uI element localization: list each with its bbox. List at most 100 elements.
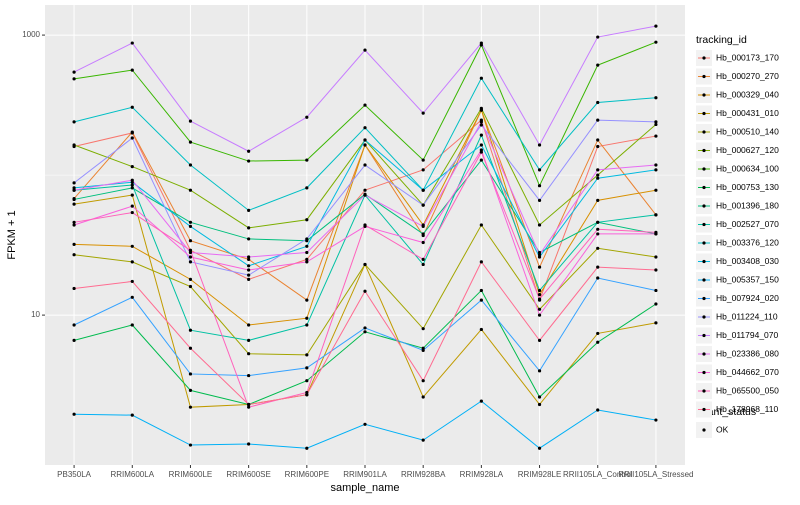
data-point bbox=[596, 63, 600, 67]
data-point bbox=[247, 226, 251, 230]
data-point bbox=[421, 438, 425, 442]
data-point bbox=[305, 298, 309, 302]
data-point bbox=[596, 100, 600, 105]
legend-label: Hb_178968_110 bbox=[716, 404, 779, 414]
data-point bbox=[479, 288, 483, 293]
data-point bbox=[72, 188, 76, 192]
data-point bbox=[654, 268, 658, 272]
data-point bbox=[188, 224, 193, 229]
data-point bbox=[421, 327, 425, 331]
y-tick-label: 1000 bbox=[22, 30, 40, 39]
data-point bbox=[596, 232, 600, 236]
data-point bbox=[305, 316, 309, 320]
data-point bbox=[537, 293, 542, 297]
legend-label: Hb_044662_070 bbox=[716, 367, 779, 377]
legend-label: Hb_000634_100 bbox=[716, 163, 779, 173]
legend-point bbox=[702, 407, 706, 412]
data-point bbox=[537, 402, 542, 407]
data-point bbox=[596, 118, 600, 122]
legend-point bbox=[702, 130, 706, 134]
data-point bbox=[363, 422, 367, 426]
data-point bbox=[654, 213, 658, 217]
data-point bbox=[305, 244, 309, 248]
y-tick-label: 10 bbox=[31, 310, 40, 319]
data-point bbox=[130, 260, 134, 264]
data-point bbox=[363, 262, 367, 267]
data-point bbox=[596, 138, 600, 142]
legend-point bbox=[702, 241, 706, 245]
legend-point bbox=[702, 204, 706, 208]
legend-point bbox=[702, 148, 706, 153]
data-point bbox=[247, 208, 251, 212]
data-point bbox=[421, 379, 425, 383]
data-point bbox=[188, 277, 193, 281]
data-point bbox=[72, 143, 76, 147]
data-point bbox=[537, 297, 542, 301]
legend-label: Hb_002527_070 bbox=[716, 219, 779, 229]
data-point bbox=[188, 260, 193, 264]
data-point bbox=[537, 307, 542, 311]
data-point bbox=[305, 186, 309, 190]
legend-label: Hb_000753_130 bbox=[716, 182, 779, 192]
legend-label: Hb_000173_170 bbox=[716, 52, 779, 62]
data-point bbox=[537, 223, 542, 227]
data-point bbox=[537, 395, 542, 399]
data-point bbox=[479, 150, 483, 154]
data-point bbox=[596, 340, 600, 344]
legend-point bbox=[702, 185, 706, 190]
x-tick-label: RRIM600LE bbox=[169, 470, 213, 479]
data-point bbox=[537, 184, 542, 188]
data-point bbox=[305, 323, 309, 327]
data-point bbox=[305, 366, 309, 370]
data-point bbox=[654, 418, 658, 422]
data-point bbox=[72, 120, 76, 124]
data-point bbox=[130, 244, 134, 248]
data-point bbox=[537, 313, 542, 317]
data-point bbox=[654, 134, 658, 138]
y-axis-title: FPKM + 1 bbox=[6, 210, 18, 259]
data-point bbox=[363, 48, 367, 52]
data-point bbox=[247, 268, 251, 272]
data-point bbox=[596, 176, 600, 180]
data-point bbox=[305, 218, 309, 222]
legend-label: Hb_011794_070 bbox=[716, 330, 779, 340]
data-point bbox=[130, 279, 134, 284]
legend-point bbox=[702, 167, 706, 171]
data-point bbox=[479, 143, 483, 147]
legend-label: Hb_000627_120 bbox=[716, 145, 779, 155]
data-point bbox=[421, 240, 425, 245]
data-point bbox=[247, 273, 251, 277]
data-point bbox=[537, 255, 542, 259]
data-point bbox=[596, 276, 600, 280]
data-point bbox=[363, 163, 367, 167]
data-point bbox=[596, 35, 600, 39]
data-point bbox=[363, 330, 367, 334]
data-point bbox=[654, 122, 658, 127]
data-point bbox=[654, 321, 658, 325]
data-point bbox=[247, 402, 251, 407]
data-point bbox=[72, 197, 76, 202]
data-point bbox=[72, 253, 76, 257]
data-point bbox=[247, 237, 251, 241]
data-point bbox=[479, 327, 483, 332]
legend-label: Hb_005357_150 bbox=[716, 274, 779, 284]
data-point bbox=[421, 188, 425, 192]
data-point bbox=[188, 405, 193, 409]
data-point bbox=[130, 210, 134, 215]
data-point bbox=[72, 77, 76, 81]
data-point bbox=[479, 41, 483, 45]
data-point bbox=[305, 379, 309, 383]
legend-point bbox=[702, 259, 706, 264]
data-point bbox=[479, 223, 483, 227]
legend-point bbox=[702, 389, 706, 393]
legend-point bbox=[702, 74, 706, 79]
data-point bbox=[654, 302, 658, 306]
data-point bbox=[421, 395, 425, 399]
legend-label: Hb_001396_180 bbox=[716, 200, 779, 210]
data-point bbox=[188, 188, 193, 192]
data-point bbox=[130, 68, 134, 72]
data-point bbox=[130, 323, 134, 327]
data-point bbox=[305, 393, 309, 397]
data-point bbox=[363, 188, 367, 192]
